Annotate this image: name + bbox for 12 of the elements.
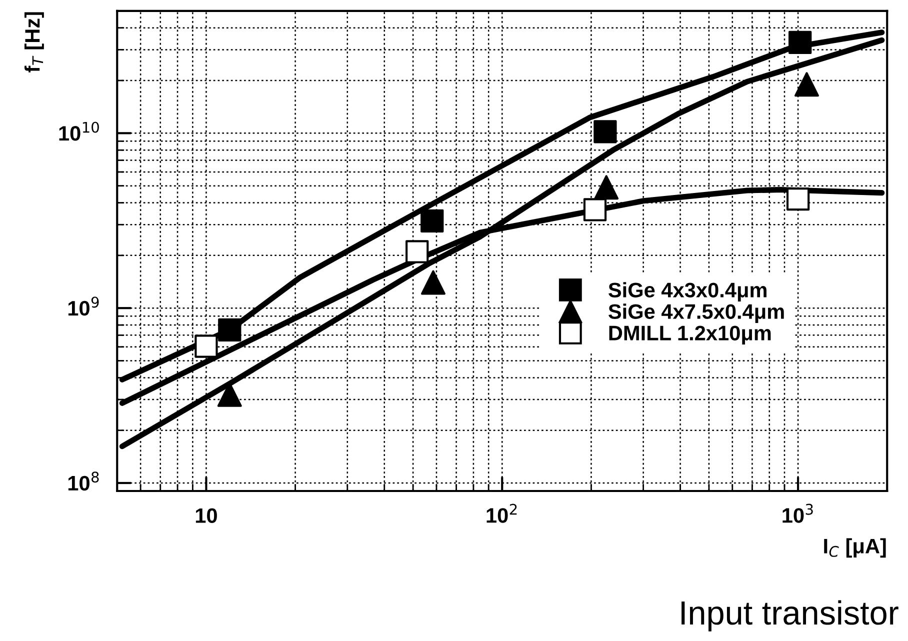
y-tick-label: 10$^{9}$	[68, 296, 99, 316]
legend-label: SiGe 4x3x0.4μm	[608, 282, 766, 302]
x-tick-label: 10	[196, 508, 217, 523]
y-tick-label: 10$^{10}$	[59, 122, 99, 141]
text: Input transistor	[682, 600, 898, 632]
y-tick-label: 10$^{8}$	[68, 472, 99, 491]
y-axis-title: f$_{T}$ [Hz]	[24, 12, 44, 72]
legend-label: SiGe 4x7.5x0.4μm	[608, 304, 784, 323]
x-tick-label: 10$^{2}$	[486, 504, 517, 523]
legend-label: DMILL 1.2x10μm	[609, 326, 771, 344]
x-axis-title: I$_{C}$ [μA]	[824, 538, 886, 558]
x-tick-label: 10$^{3}$	[782, 504, 813, 523]
